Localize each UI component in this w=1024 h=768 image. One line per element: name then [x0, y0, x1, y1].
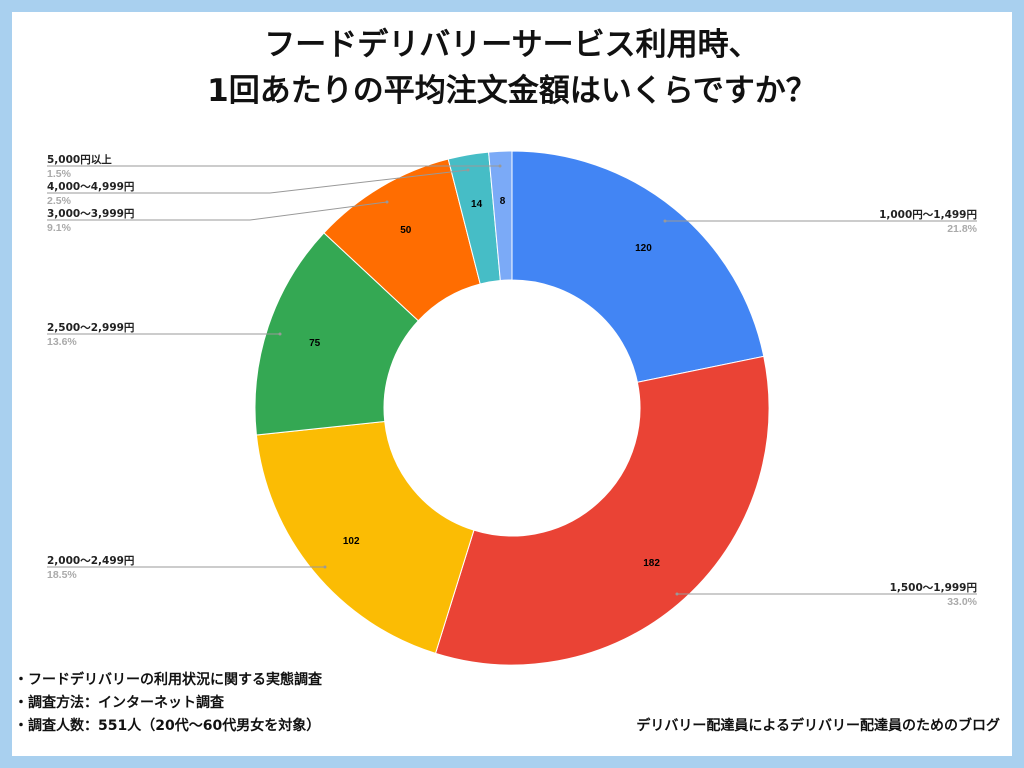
- callout-dot: [385, 200, 389, 204]
- title-line-1: フードデリバリーサービス利用時、: [264, 27, 760, 63]
- callout-dot: [466, 168, 470, 172]
- legend-label: 3,000〜3,999円: [47, 208, 134, 220]
- percent-label: 18.5%: [47, 569, 77, 581]
- legend-label: 4,000〜4,999円: [47, 181, 134, 193]
- legend-label: 1,000円〜1,499円: [879, 209, 977, 221]
- callout-dot: [323, 565, 327, 569]
- data-label: 8: [500, 196, 506, 207]
- data-label: 50: [400, 225, 412, 236]
- slice-1: [434, 355, 770, 666]
- data-label: 182: [643, 558, 660, 569]
- callout-dot: [675, 592, 679, 596]
- percent-label: 13.6%: [47, 336, 77, 348]
- callout-line: [47, 201, 388, 221]
- slice-2: [255, 420, 475, 654]
- percent-label: 21.8%: [947, 223, 977, 235]
- percent-label: 33.0%: [947, 596, 977, 608]
- percent-label: 1.5%: [47, 168, 72, 180]
- data-label: 120: [635, 243, 652, 254]
- percent-label: 9.1%: [47, 222, 72, 234]
- note-respondents: ・調査人数：551人（20代〜60代男女を対象）: [14, 718, 321, 734]
- data-label: 75: [309, 338, 321, 349]
- legend-label: 2,500〜2,999円: [47, 322, 134, 334]
- legend-label: 2,000〜2,499円: [47, 555, 134, 567]
- chart-title: フードデリバリーサービス利用時、 1回あたりの平均注文金額はいくらですか？: [0, 22, 1024, 114]
- note-method: ・調査方法：インターネット調査: [14, 695, 224, 711]
- percent-label: 2.5%: [47, 195, 72, 207]
- data-label: 102: [343, 536, 360, 547]
- legend-label: 1,500〜1,999円: [890, 582, 977, 594]
- legend-label: 5,000円以上: [47, 153, 112, 166]
- callout-line: [47, 169, 469, 194]
- callout-dot: [498, 164, 502, 168]
- callout-dot: [663, 219, 667, 223]
- credit: デリバリー配達員によるデリバリー配達員のためのブログ: [636, 718, 1000, 734]
- note-survey: ・フードデリバリーの利用状況に関する実態調査: [14, 672, 322, 688]
- title-line-2: 1回あたりの平均注文金額はいくらですか？: [207, 73, 817, 109]
- data-label: 14: [471, 199, 483, 210]
- slice-6: [488, 150, 513, 282]
- slice-0: [511, 150, 765, 383]
- callout-dot: [278, 332, 282, 336]
